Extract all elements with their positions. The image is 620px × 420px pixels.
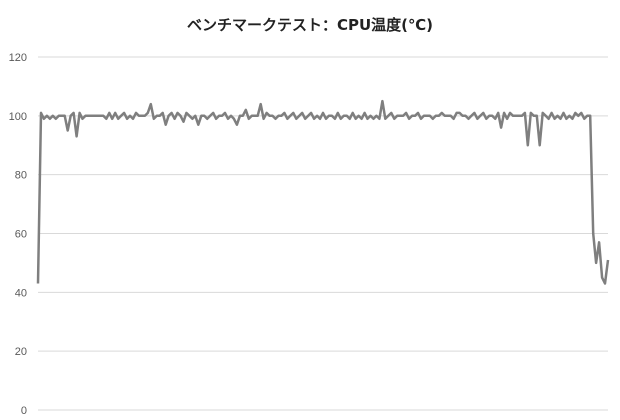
- y-tick-label: 120: [9, 52, 27, 64]
- y-tick-label: 40: [15, 287, 27, 299]
- y-axis-ticks: 0 20 40 60 80 100 120: [9, 52, 27, 417]
- series-line: [36, 99, 610, 285]
- y-tick-label: 0: [21, 405, 27, 417]
- y-tick-label: 80: [15, 170, 27, 182]
- chart-title: ベンチマークテスト：CPU温度(℃): [187, 16, 433, 34]
- y-tick-label: 100: [9, 111, 27, 123]
- gridlines: [38, 56, 608, 411]
- y-tick-label: 60: [15, 229, 27, 241]
- series-layer: [36, 99, 610, 285]
- y-tick-label: 20: [15, 346, 27, 358]
